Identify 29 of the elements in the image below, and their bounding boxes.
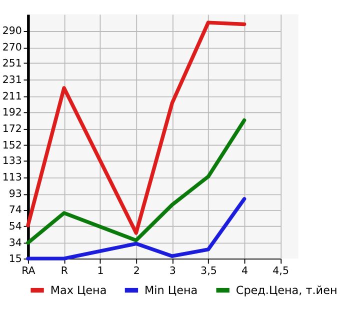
x-tick-label: 3 — [169, 264, 176, 277]
x-tick-label: RA — [22, 264, 36, 277]
line-series — [26, 197, 246, 260]
x-tick-label: 2 — [133, 264, 140, 277]
y-tick-label: 290 — [2, 25, 22, 38]
y-tick-label: 54 — [8, 220, 22, 233]
y-tick-label: 270 — [2, 42, 22, 54]
legend-label: Min Цена — [144, 284, 198, 297]
y-tick-label: 251 — [2, 57, 22, 70]
y-tick-label: 113 — [2, 172, 22, 184]
y-tick-label: 34 — [8, 237, 22, 250]
x-tick-label: R — [60, 264, 68, 277]
legend-label: Max Цена — [50, 284, 107, 297]
y-tick-label: 231 — [2, 74, 22, 86]
x-tick-label: 1 — [97, 264, 104, 277]
y-tick-label: 152 — [2, 139, 22, 152]
y-tick-label: 93 — [8, 188, 22, 200]
line-series — [26, 118, 246, 245]
y-tick-label: 15 — [8, 252, 22, 265]
y-tick-label: 172 — [2, 122, 22, 135]
y-tick-label: 211 — [2, 90, 22, 103]
line-series — [26, 20, 246, 235]
x-tick-label: 4 — [242, 264, 248, 277]
legend-label: Сред.Цена, т.йен — [236, 284, 338, 297]
x-tick-label: 4,5 — [272, 264, 289, 277]
y-tick-label: 74 — [8, 204, 22, 216]
y-tick-label: 192 — [2, 106, 22, 118]
x-tick-label: 3,5 — [200, 264, 217, 277]
y-tick-label: 133 — [2, 155, 22, 168]
